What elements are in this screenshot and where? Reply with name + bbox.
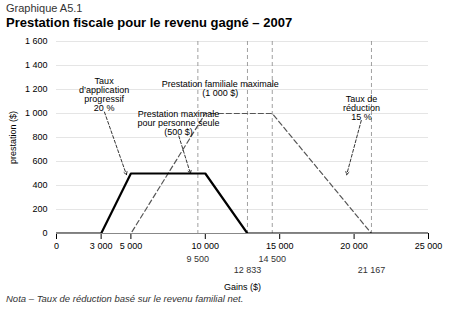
svg-text:5 000: 5 000	[120, 241, 143, 251]
svg-text:0: 0	[54, 241, 59, 251]
html-text:Prestation fiscale pour le rev: Prestation fiscale pour le revenu gagné …	[6, 15, 293, 30]
svg-text:1 000: 1 000	[25, 108, 48, 118]
svg-text:12 833: 12 833	[234, 265, 262, 275]
svg-text:20 000: 20 000	[340, 241, 368, 251]
svg-text:1 200: 1 200	[25, 84, 48, 94]
svg-text:Taux deréduction15 %: Taux deréduction15 %	[343, 94, 380, 122]
svg-text:400: 400	[32, 180, 47, 190]
svg-text:9 500: 9 500	[187, 254, 210, 264]
svg-text:prestation ($): prestation ($)	[8, 111, 18, 164]
svg-text:600: 600	[32, 156, 47, 166]
svg-text:200: 200	[32, 204, 47, 214]
html-text:Graphique A5.1: Graphique A5.1	[6, 2, 83, 14]
svg-text:Prestation maximalepour person: Prestation maximalepour personne seule(5…	[137, 109, 219, 137]
svg-text:1 600: 1 600	[25, 36, 48, 46]
svg-text:10 000: 10 000	[192, 241, 220, 251]
svg-text:14 500: 14 500	[258, 254, 286, 264]
svg-text:15 000: 15 000	[266, 241, 294, 251]
svg-text:800: 800	[32, 132, 47, 142]
svg-text:3 000: 3 000	[90, 241, 113, 251]
svg-text:21 167: 21 167	[358, 265, 386, 275]
svg-text:0: 0	[42, 228, 47, 238]
svg-text:25 000: 25 000	[415, 241, 443, 251]
svg-text:Prestation familiale maximale(: Prestation familiale maximale(1 000 $)	[162, 79, 279, 98]
svg-text:Gains ($): Gains ($)	[224, 282, 261, 292]
html-text:Nota – Taux de réduction basé: Nota – Taux de réduction basé sur le rev…	[6, 293, 244, 304]
svg-text:Tauxd’applicationprogressif20: Tauxd’applicationprogressif20 %	[79, 76, 129, 113]
svg-text:1 400: 1 400	[25, 60, 48, 70]
